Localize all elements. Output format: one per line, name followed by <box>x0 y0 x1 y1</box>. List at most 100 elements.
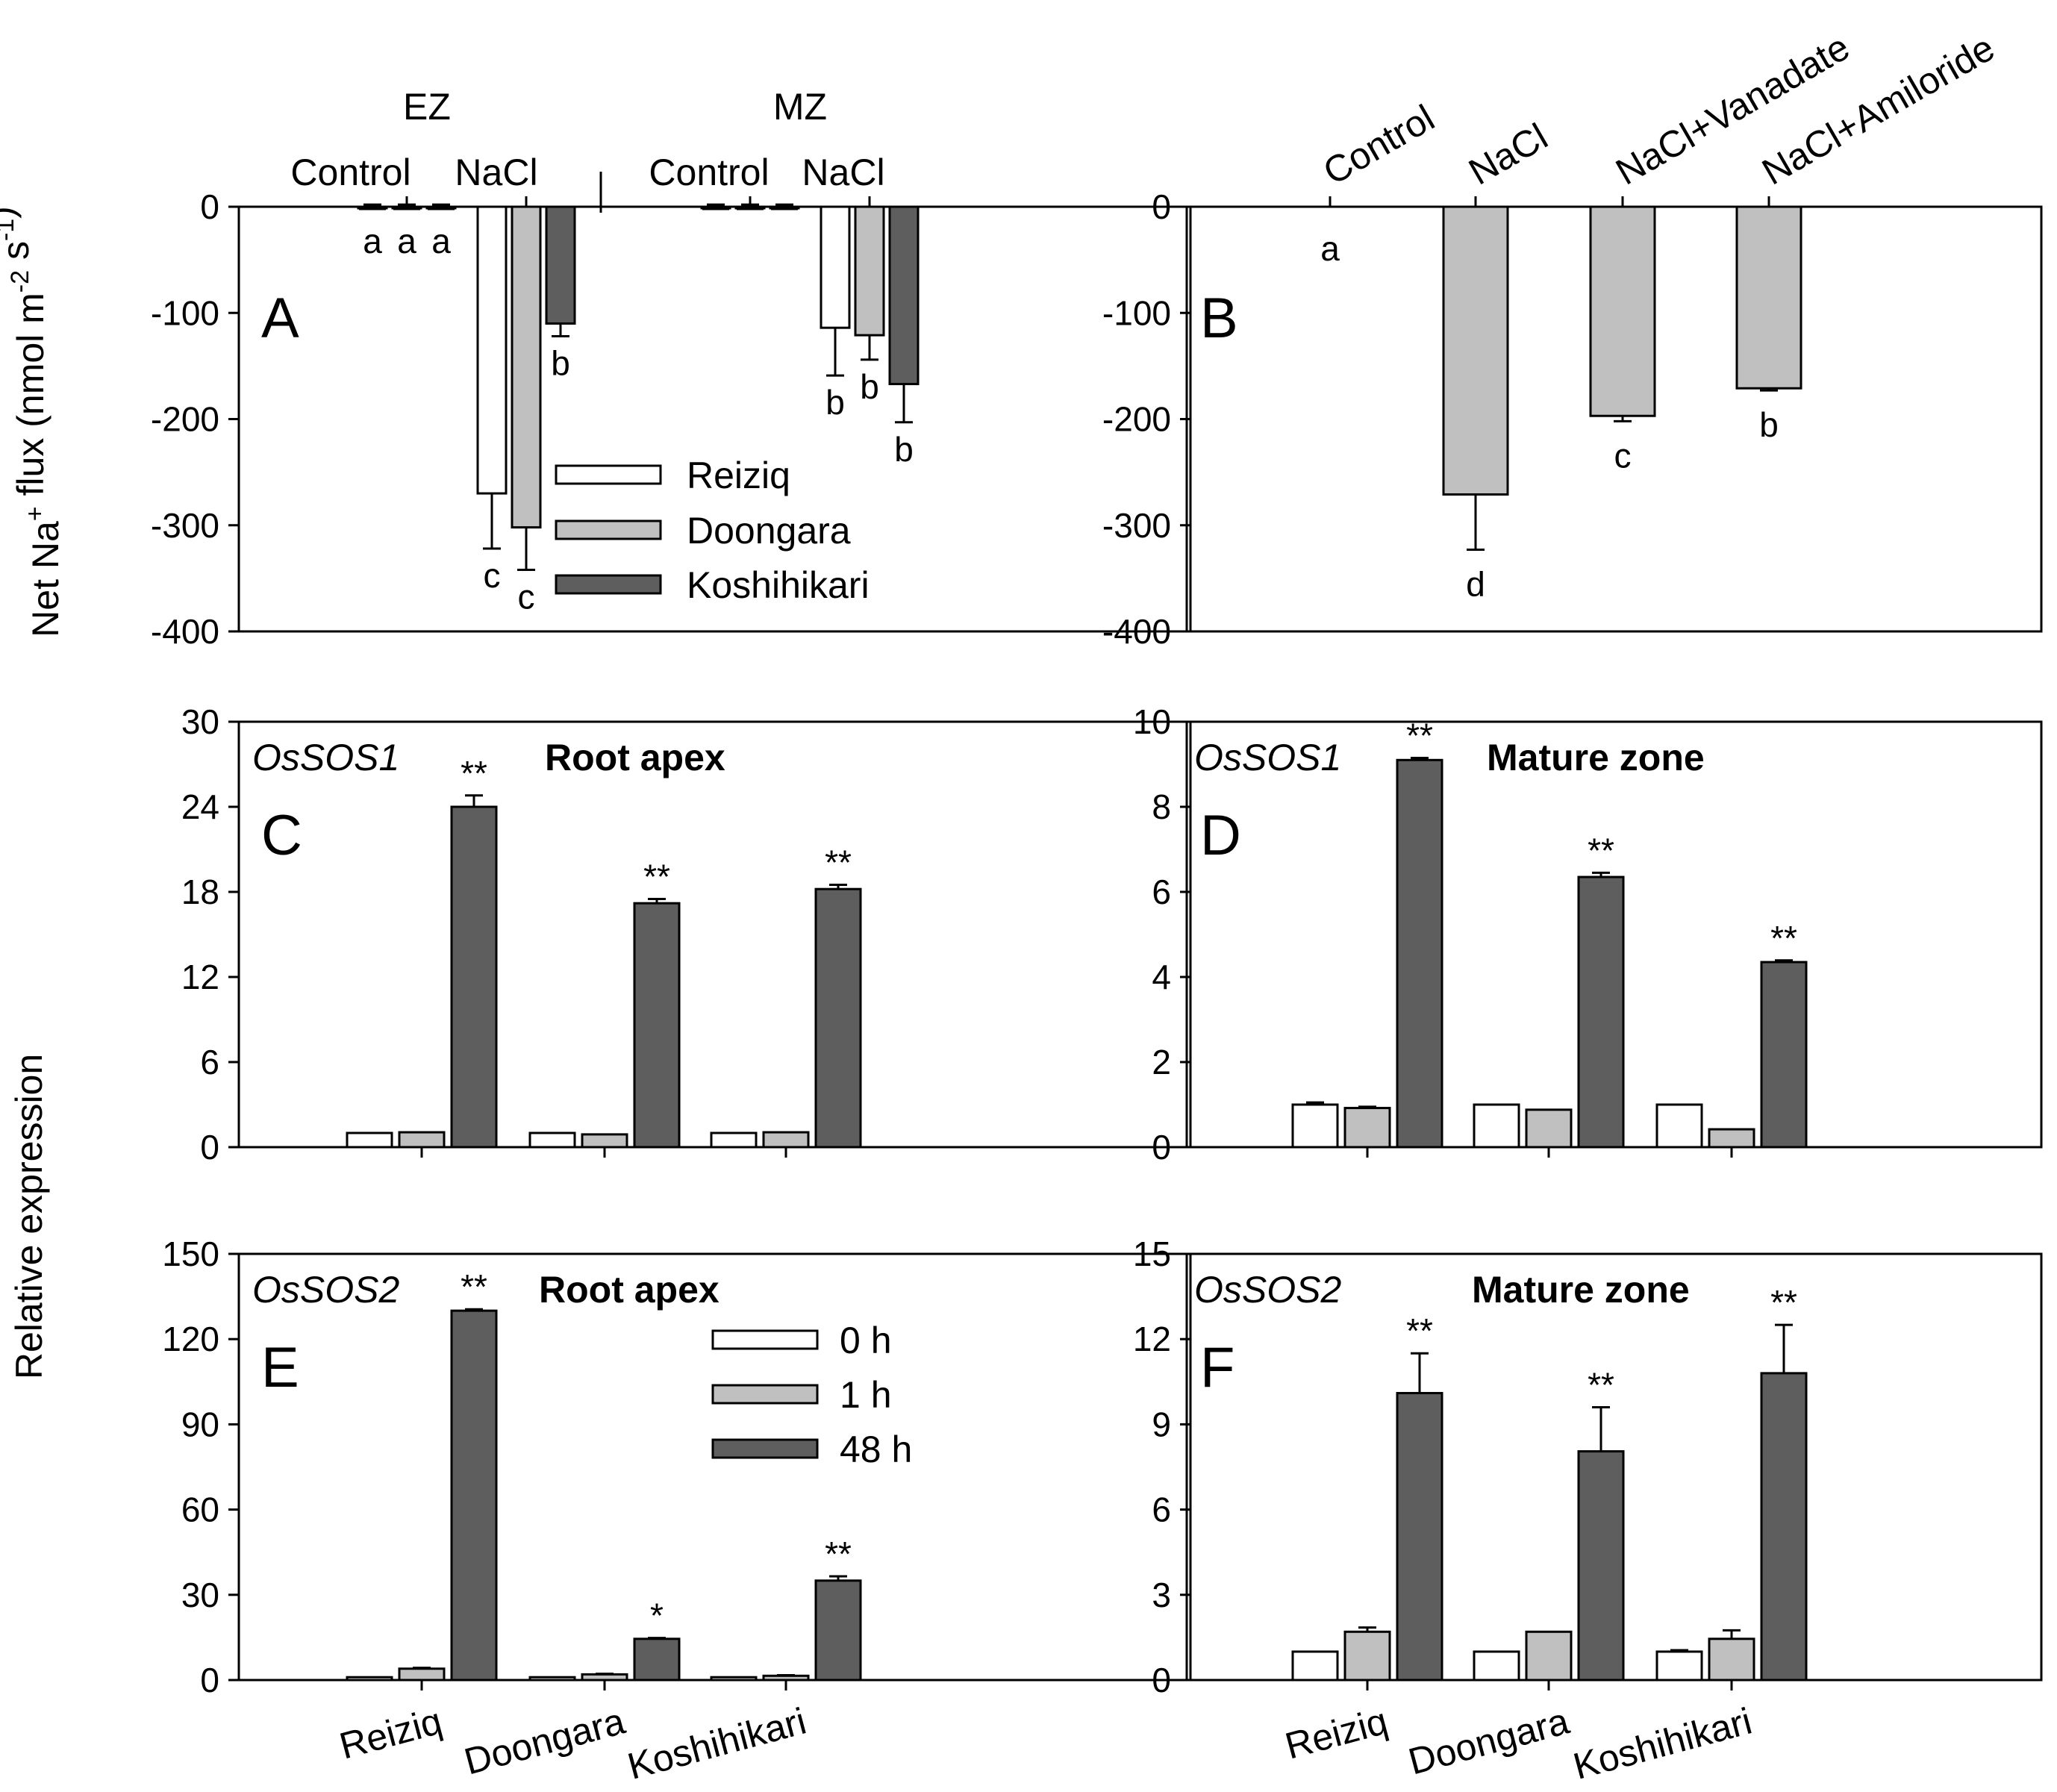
y-tick-label-c: 12 <box>181 958 219 996</box>
significance-mark: ** <box>1770 1283 1797 1322</box>
y-tick-label-c: 0 <box>200 1128 219 1167</box>
y-tick-label-f: 15 <box>1133 1234 1171 1273</box>
y-tick-label-d: 0 <box>1152 1128 1171 1167</box>
x-category-label: Koshihikari <box>623 1700 811 1788</box>
group-label: MZ <box>773 86 827 128</box>
bar-a-doongara <box>854 205 885 337</box>
x-category-label: Doongara <box>460 1699 629 1782</box>
legend-swatch <box>555 519 662 540</box>
legend-swatch <box>711 1329 819 1350</box>
significance-mark: ** <box>825 843 852 882</box>
gene-name: OsSOS1 <box>1194 737 1341 778</box>
zone-title: Root apex <box>539 1269 720 1311</box>
y-axis-title-superscript: -2 <box>6 270 34 293</box>
bar-a-koshihikari <box>888 205 920 386</box>
bar-b <box>1442 205 1509 496</box>
y-tick-label-e: 120 <box>162 1320 219 1358</box>
significance-letter: b <box>1759 405 1779 444</box>
bar-b <box>1589 205 1656 417</box>
y-tick-label-e: 90 <box>181 1405 219 1443</box>
gene-name: OsSOS2 <box>252 1269 399 1311</box>
bar-e-48h <box>450 1309 498 1682</box>
y-tick-label-a: -400 <box>151 612 219 651</box>
legend-label: Reiziq <box>687 455 790 496</box>
y-tick-label-c: 18 <box>181 872 219 911</box>
bar-e-1h <box>762 1674 810 1682</box>
panel-letter: A <box>261 287 299 350</box>
gene-name: OsSOS2 <box>1194 1269 1341 1311</box>
gene-name: OsSOS1 <box>252 737 399 778</box>
panel-letter: E <box>261 1336 299 1399</box>
y-axis-title-superscript: -1 <box>0 219 19 241</box>
significance-letter: a <box>1320 229 1340 268</box>
y-tick-label-e: 60 <box>181 1490 219 1529</box>
y-tick-label-e: 150 <box>162 1234 219 1273</box>
y-axis-title-part: flux (nmol m <box>10 293 51 506</box>
panel-letter: D <box>1200 804 1241 867</box>
zone-title: Mature zone <box>1472 1269 1690 1311</box>
y-tick-label-f: 3 <box>1152 1576 1171 1614</box>
significance-letter: b <box>825 383 845 422</box>
bar-c-1h <box>398 1131 446 1149</box>
bar-f-48h <box>1760 1372 1808 1682</box>
bar-d-0h <box>1655 1103 1703 1149</box>
y-axis-title-expression: Relative expression <box>8 1054 50 1379</box>
bar-d-0h <box>1473 1103 1520 1149</box>
y-tick-label-e: 0 <box>200 1661 219 1699</box>
legend-label: 0 h <box>840 1320 892 1361</box>
bar-a-doongara <box>511 205 542 529</box>
panel-letter: C <box>261 804 302 867</box>
y-tick-label-a: 0 <box>200 187 219 226</box>
bar-c-48h <box>450 805 498 1149</box>
x-category-label: Reiziq <box>1281 1700 1392 1767</box>
y-tick-label-a: -100 <box>151 293 219 332</box>
significance-mark: ** <box>1588 831 1614 870</box>
significance-letter: b <box>894 430 914 469</box>
bar-b <box>1735 205 1802 390</box>
significance-mark: ** <box>643 858 670 896</box>
panel-letter: B <box>1200 287 1238 350</box>
bar-d-1h <box>1343 1107 1391 1149</box>
significance-letter: a <box>397 222 416 260</box>
x-category-label: Control <box>290 152 411 193</box>
panel-letter: F <box>1200 1336 1234 1399</box>
y-tick-label-b: -200 <box>1102 400 1171 439</box>
significance-letter: b <box>551 344 570 383</box>
y-tick-label-b: -300 <box>1102 506 1171 545</box>
bar-c-48h <box>633 902 681 1149</box>
y-tick-label-a: -300 <box>151 506 219 545</box>
bar-d-1h <box>1708 1128 1755 1149</box>
y-tick-label-f: 9 <box>1152 1405 1171 1443</box>
x-category-label: NaCl <box>802 152 884 193</box>
legend-label: Doongara <box>687 510 851 552</box>
bar-e-48h <box>814 1579 862 1682</box>
y-tick-label-d: 4 <box>1152 958 1171 996</box>
significance-mark: ** <box>461 754 487 793</box>
significance-letter: c <box>1614 436 1632 475</box>
legend-label: Koshihikari <box>687 564 870 606</box>
x-category-label: Koshihikari <box>1569 1700 1756 1788</box>
bar-e-1h <box>581 1673 628 1682</box>
y-tick-label-f: 6 <box>1152 1490 1171 1529</box>
bar-d-48h <box>1577 875 1625 1149</box>
significance-letter: c <box>518 577 535 616</box>
bar-c-48h <box>814 887 862 1149</box>
y-tick-label-b: 0 <box>1152 187 1171 226</box>
bar-d-0h <box>1291 1103 1339 1149</box>
y-tick-label-d: 8 <box>1152 787 1171 826</box>
significance-letter: b <box>860 367 879 406</box>
y-axis-title-part: s <box>0 241 37 270</box>
significance-mark: ** <box>1770 919 1797 958</box>
bar-a-reiziq <box>476 205 508 495</box>
bar-d-48h <box>1396 758 1443 1149</box>
significance-letter: d <box>1466 564 1485 603</box>
significance-letter: a <box>363 222 382 260</box>
y-tick-label-c: 6 <box>200 1043 219 1081</box>
y-axis-title-superscript: + <box>21 506 49 521</box>
bar-d-1h <box>1525 1108 1573 1149</box>
plot-frame-e <box>237 1252 1188 1682</box>
zone-title: Root apex <box>545 737 725 778</box>
bar-f-1h <box>1525 1630 1573 1682</box>
y-tick-label-f: 0 <box>1152 1661 1171 1699</box>
